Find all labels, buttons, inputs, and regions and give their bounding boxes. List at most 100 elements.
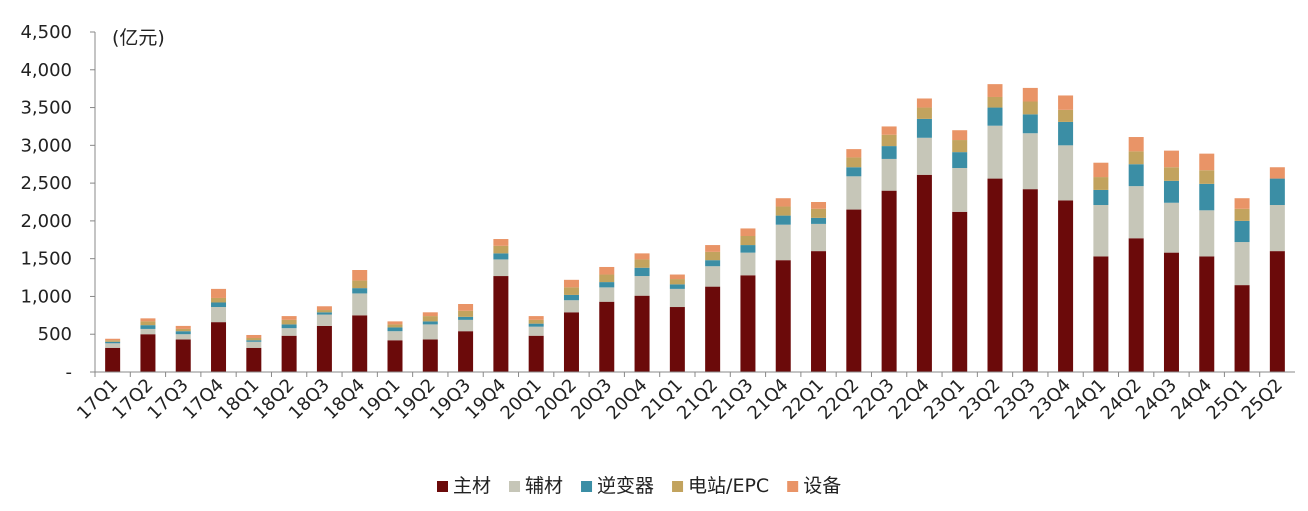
bar-segment-23Q3-s4: [1022, 87, 1038, 102]
bar-segment-19Q4-s0: [493, 276, 509, 372]
bar-segment-17Q2-s0: [140, 334, 156, 372]
bar-segment-25Q2-s4: [1269, 167, 1285, 179]
bar-segment-23Q2-s3: [987, 96, 1003, 108]
legend-item-0: 主材: [437, 475, 491, 497]
bar-stack-18Q1: [246, 334, 262, 372]
legend-swatch: [581, 481, 593, 492]
bar-segment-17Q3-s3: [175, 328, 191, 332]
legend-item-1: 辅材: [509, 475, 563, 497]
bar-segment-17Q3-s2: [175, 331, 191, 335]
bar-stack-21Q2: [705, 245, 721, 372]
bar-segment-17Q4-s0: [211, 322, 227, 372]
bar-stack-19Q3: [458, 304, 474, 372]
bar-segment-24Q2-s3: [1128, 151, 1144, 165]
bar-segment-18Q1-s1: [246, 341, 262, 348]
bar-segment-22Q2-s0: [846, 209, 862, 372]
bar-stack-20Q4: [634, 253, 650, 372]
bar-segment-19Q3-s3: [458, 310, 474, 317]
bar-segment-21Q3-s4: [740, 228, 756, 236]
bar-stack-21Q1: [669, 274, 685, 372]
bar-stack-17Q1: [105, 338, 121, 372]
y-tick-label: 1,500: [20, 249, 72, 270]
bar-segment-18Q4-s2: [352, 288, 368, 294]
bar-segment-23Q1-s0: [952, 211, 968, 372]
bar-segment-23Q3-s0: [1022, 189, 1038, 372]
bar-segment-21Q4-s1: [775, 224, 791, 261]
unit-label: (亿元): [112, 27, 165, 49]
bar-segment-25Q2-s1: [1269, 205, 1285, 252]
bar-segment-20Q3-s1: [599, 287, 615, 302]
bar-segment-17Q2-s3: [140, 321, 156, 326]
bar-segment-24Q4-s0: [1199, 256, 1215, 372]
legend-label: 电站/EPC: [688, 475, 769, 497]
bar-stack-24Q3: [1163, 150, 1179, 372]
x-tick-label: 25Q2: [1238, 375, 1287, 424]
bar-segment-22Q4-s2: [916, 118, 932, 138]
y-tick-label: 1,000: [20, 286, 72, 307]
bar-segment-23Q2-s0: [987, 178, 1003, 372]
bar-segment-21Q1-s4: [669, 274, 685, 280]
bar-segment-22Q2-s2: [846, 167, 862, 177]
bar-stack-21Q3: [740, 228, 756, 372]
bar-segment-21Q4-s2: [775, 215, 791, 225]
bar-segment-22Q2-s1: [846, 176, 862, 210]
bar-segment-21Q2-s3: [705, 251, 721, 261]
bar-segment-18Q3-s1: [316, 314, 332, 326]
bar-segment-18Q4-s1: [352, 293, 368, 316]
legend-swatch: [787, 481, 799, 492]
bar-segment-23Q4-s4: [1058, 95, 1074, 110]
bar-segment-19Q1-s2: [387, 327, 403, 332]
bar-segment-23Q3-s2: [1022, 114, 1038, 134]
bar-stack-23Q1: [952, 130, 968, 372]
bar-segment-23Q2-s2: [987, 107, 1003, 126]
bar-segment-24Q4-s2: [1199, 183, 1215, 211]
bar-segment-23Q2-s1: [987, 125, 1003, 179]
bar-segment-19Q4-s3: [493, 245, 509, 254]
bar-segment-25Q1-s0: [1234, 285, 1250, 372]
bar-segment-17Q2-s2: [140, 325, 156, 329]
bar-stack-17Q4: [211, 288, 227, 372]
bar-segment-19Q2-s4: [422, 312, 438, 317]
bar-segment-17Q4-s4: [211, 288, 227, 298]
bar-segment-25Q2-s2: [1269, 178, 1285, 206]
bar-segment-20Q3-s3: [599, 274, 615, 283]
legend-swatch: [509, 481, 521, 492]
bar-stack-22Q2: [846, 149, 862, 372]
bar-segment-20Q2-s4: [563, 279, 579, 288]
bar-segment-20Q4-s2: [634, 267, 650, 277]
bar-stack-20Q1: [528, 316, 544, 372]
bar-segment-22Q4-s4: [916, 98, 932, 108]
bar-segment-23Q4-s2: [1058, 121, 1074, 146]
bar-segment-21Q4-s0: [775, 260, 791, 372]
bar-stack-23Q2: [987, 84, 1003, 372]
bar-segment-22Q1-s0: [811, 251, 827, 372]
bar-segment-17Q1-s1: [105, 343, 121, 348]
y-tick-label: 3,500: [20, 98, 72, 119]
bar-segment-20Q4-s1: [634, 276, 650, 296]
bar-stack-24Q4: [1199, 153, 1215, 372]
bar-segment-19Q1-s3: [387, 324, 403, 328]
bar-segment-19Q1-s4: [387, 321, 403, 325]
bar-segment-21Q2-s2: [705, 260, 721, 267]
bar-segment-19Q2-s3: [422, 316, 438, 322]
bar-segment-18Q4-s0: [352, 315, 368, 372]
bar-segment-21Q4-s3: [775, 206, 791, 216]
y-tick-label: 4,000: [20, 60, 72, 81]
bar-segment-24Q4-s1: [1199, 210, 1215, 257]
legend-label: 逆变器: [597, 475, 654, 497]
bar-stack-21Q4: [775, 198, 791, 372]
bar-segment-17Q1-s0: [105, 347, 121, 372]
bar-segment-22Q3-s1: [881, 158, 897, 191]
legend-label: 主材: [453, 475, 491, 497]
legend-item-4: 设备: [787, 475, 841, 497]
bar-stack-25Q2: [1269, 167, 1285, 372]
bar-segment-19Q4-s1: [493, 259, 509, 277]
y-tick-label: 2,500: [20, 173, 72, 194]
bar-segment-19Q3-s2: [458, 316, 474, 320]
bar-segment-22Q4-s0: [916, 174, 932, 372]
bar-segment-22Q4-s3: [916, 107, 932, 119]
bar-stack-25Q1: [1234, 198, 1250, 372]
bar-segment-24Q2-s0: [1128, 238, 1144, 372]
bar-segment-24Q4-s4: [1199, 153, 1215, 171]
